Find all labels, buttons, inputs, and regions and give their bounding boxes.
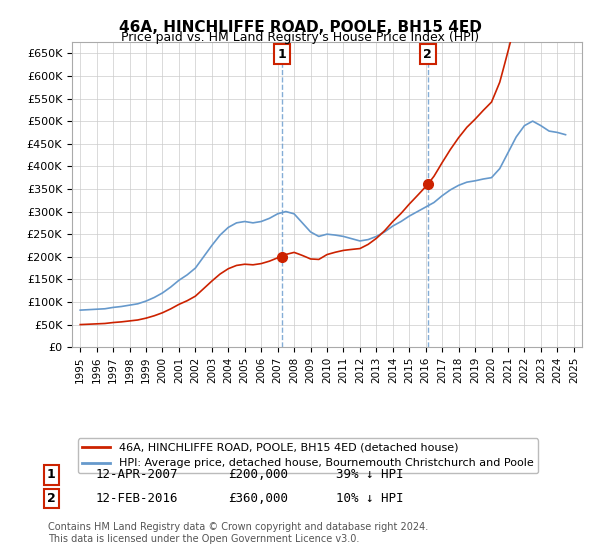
Text: £200,000: £200,000 — [228, 468, 288, 482]
Text: Contains HM Land Registry data © Crown copyright and database right 2024.
This d: Contains HM Land Registry data © Crown c… — [48, 522, 428, 544]
Text: £360,000: £360,000 — [228, 492, 288, 505]
Text: 46A, HINCHLIFFE ROAD, POOLE, BH15 4ED: 46A, HINCHLIFFE ROAD, POOLE, BH15 4ED — [119, 20, 481, 35]
Text: 10% ↓ HPI: 10% ↓ HPI — [336, 492, 404, 505]
Text: 12-APR-2007: 12-APR-2007 — [96, 468, 179, 482]
Text: 2: 2 — [424, 48, 432, 60]
Text: 39% ↓ HPI: 39% ↓ HPI — [336, 468, 404, 482]
Text: 2: 2 — [47, 492, 55, 505]
Text: 1: 1 — [47, 468, 55, 482]
Text: 1: 1 — [278, 48, 287, 60]
Legend: 46A, HINCHLIFFE ROAD, POOLE, BH15 4ED (detached house), HPI: Average price, deta: 46A, HINCHLIFFE ROAD, POOLE, BH15 4ED (d… — [77, 438, 538, 473]
Text: Price paid vs. HM Land Registry's House Price Index (HPI): Price paid vs. HM Land Registry's House … — [121, 31, 479, 44]
Text: 12-FEB-2016: 12-FEB-2016 — [96, 492, 179, 505]
